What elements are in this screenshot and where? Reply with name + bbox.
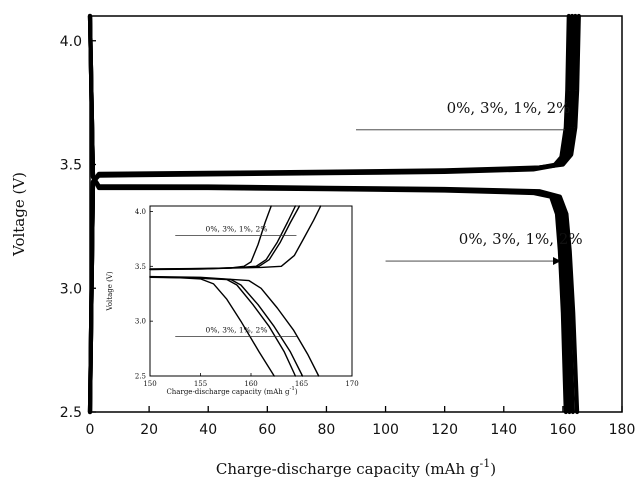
charge-annotation-text: 0%, 3%, 1%, 2%: [206, 225, 268, 234]
x-tick-label: 120: [431, 422, 458, 438]
series-2pct-charge-curve: [87, 13, 581, 415]
discharge-annotation-text: 0%, 3%, 1%, 2%: [459, 230, 583, 248]
x-tick-label: 0: [86, 422, 95, 438]
y-tick-label: 3.0: [135, 318, 146, 326]
x-tick-label: 80: [318, 422, 336, 438]
main-axis-ticks: 0 20 40 60 80 100 120 140 160 180 2.5 3.0 3.5 4.0: [60, 34, 636, 438]
x-tick-label: 160: [550, 422, 577, 438]
x-axis-title-end: ): [295, 388, 298, 396]
charge-annotation-text: 0%, 3%, 1%, 2%: [447, 99, 571, 117]
inset-x-axis-title: Charge-discharge capacity (mAh g-1): [166, 386, 297, 396]
inset-axis-ticks: 150 155 160 165 170 2.5 3.0 3.5 4.0: [135, 208, 359, 388]
x-tick-label: 60: [258, 422, 276, 438]
y-tick-label: 3.5: [135, 263, 146, 271]
y-axis-title: Voltage (V): [10, 172, 28, 257]
x-axis-title-superscript: -1: [289, 386, 294, 392]
x-tick-label: 155: [194, 380, 207, 388]
y-tick-label: 3.0: [60, 281, 82, 297]
x-tick-label: 165: [295, 380, 308, 388]
x-axis-title-superscript: -1: [480, 457, 491, 470]
inset-y-axis-title: Voltage (V): [106, 271, 114, 311]
y-tick-label: 4.0: [135, 208, 146, 216]
y-tick-label: 2.5: [135, 373, 146, 381]
x-tick-label: 160: [244, 380, 257, 388]
x-axis-title-main: Charge-discharge capacity (mAh g: [216, 460, 480, 478]
y-tick-label: 4.0: [60, 34, 82, 50]
series-2pct-discharge-curve: [87, 13, 580, 415]
y-tick-label: 3.5: [60, 158, 82, 174]
series-2pct-charge-curve: [149, 205, 322, 270]
x-tick-label: 40: [199, 422, 217, 438]
main-plot-frame: [89, 15, 623, 413]
y-tick-label: 2.5: [60, 405, 82, 421]
x-tick-label: 100: [372, 422, 399, 438]
series-2pct-discharge-curve: [149, 275, 320, 377]
x-axis-title: Charge-discharge capacity (mAh g-1): [216, 457, 496, 478]
main-annotations: 0%, 3%, 1%, 2% 0%, 3%, 1%, 2%: [356, 99, 583, 266]
x-tick-label: 180: [609, 422, 636, 438]
x-axis-title-end: ): [490, 460, 496, 478]
inset-curves: [149, 205, 322, 377]
x-tick-label: 170: [345, 380, 358, 388]
x-tick-label: 150: [143, 380, 156, 388]
discharge-annotation-text: 0%, 3%, 1%, 2%: [206, 326, 268, 335]
x-tick-label: 20: [140, 422, 158, 438]
x-tick-label: 140: [490, 422, 517, 438]
inset-annotations: 0%, 3%, 1%, 2% 0%, 3%, 1%, 2%: [175, 225, 297, 337]
inset-chart: 150 155 160 165 170 2.5 3.0 3.5 4.0 0%, 3%, 1%, …: [106, 200, 359, 396]
x-axis-title-main: Charge-discharge capacity (mAh g: [166, 388, 290, 396]
